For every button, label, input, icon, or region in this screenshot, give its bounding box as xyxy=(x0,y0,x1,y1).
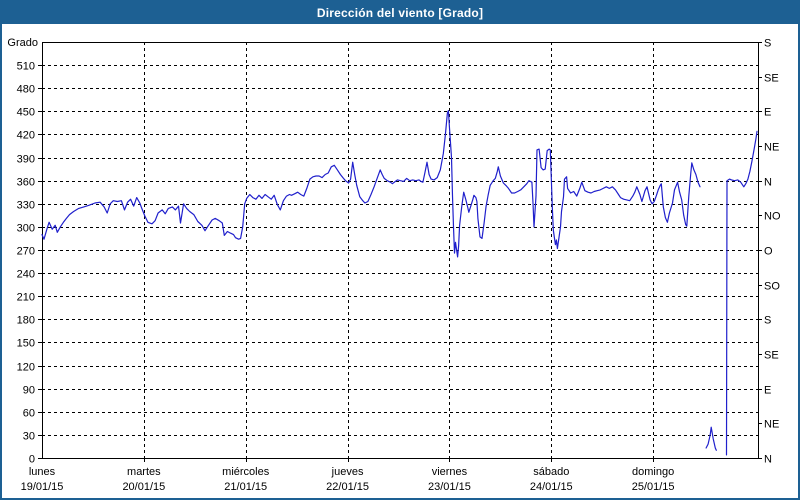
y-right-tick-label: N xyxy=(764,177,772,189)
y-left-tick-label: 180 xyxy=(17,315,35,327)
y-right-tick-label: NE xyxy=(764,142,779,154)
y-left-tick-label: 90 xyxy=(23,385,35,397)
chart-title-bar: Dirección del viento [Grado] xyxy=(2,2,798,24)
y-left-tick-label: 30 xyxy=(23,431,35,443)
series-line-wind-direction-degrees xyxy=(705,426,717,451)
y-right-tick-label: SE xyxy=(764,73,779,85)
y-right-tick-label: N xyxy=(764,454,772,466)
y-right-tick-label: S xyxy=(764,315,771,327)
series-line-wind-direction-degrees xyxy=(725,130,758,456)
y-left-tick-label: 450 xyxy=(17,107,35,119)
x-day-name: martes xyxy=(127,466,161,478)
x-day-name: sábado xyxy=(533,466,569,478)
wind-direction-chart: 0 30 60 90 120 150 180 210 240 270 300 330 360 390 420… xyxy=(7,37,781,493)
y-left-tick-label: 0 xyxy=(29,454,35,466)
y-left-tick-label: 270 xyxy=(17,246,35,258)
y-left-tick-label: 60 xyxy=(23,408,35,420)
y-right-tick-label: E xyxy=(764,107,771,119)
y-left-tick-label: 150 xyxy=(17,338,35,350)
y-left-tick-label: 390 xyxy=(17,154,35,166)
y-right-tick-label: O xyxy=(764,246,773,258)
x-day-date: 19/01/15 xyxy=(21,481,64,493)
x-day-date: 25/01/15 xyxy=(632,481,675,493)
y-left-tick-label: 510 xyxy=(17,61,35,73)
y-axis-title: Grado xyxy=(7,37,38,49)
x-day-date: 22/01/15 xyxy=(326,481,369,493)
x-day-name: viernes xyxy=(432,466,468,478)
y-left-tick-label: 300 xyxy=(17,223,35,235)
y-left-tick-label: 120 xyxy=(17,362,35,374)
y-left-tick-label: 360 xyxy=(17,177,35,189)
x-day-date: 20/01/15 xyxy=(122,481,165,493)
y-left-tick-label: 330 xyxy=(17,200,35,212)
y-right-tick-label: SO xyxy=(764,281,780,293)
plot-border xyxy=(42,42,759,459)
x-day-name: domingo xyxy=(632,466,674,478)
y-right-tick-label: E xyxy=(764,385,771,397)
y-left-tick-label: 210 xyxy=(17,292,35,304)
y-right-tick-label: S xyxy=(764,38,771,50)
x-day-date: 21/01/15 xyxy=(224,481,267,493)
x-day-name: jueves xyxy=(331,466,364,478)
y-right-tick-label: NO xyxy=(764,211,781,223)
y-left-tick-label: 480 xyxy=(17,84,35,96)
x-day-date: 23/01/15 xyxy=(428,481,471,493)
y-left-tick-label: 240 xyxy=(17,269,35,281)
x-day-date: 24/01/15 xyxy=(530,481,573,493)
x-day-name: lunes xyxy=(29,466,56,478)
y-left-tick-label: 420 xyxy=(17,130,35,142)
chart-plot-area: 0 30 60 90 120 150 180 210 240 270 300 330 360 390 420… xyxy=(2,24,798,498)
x-day-name: miércoles xyxy=(222,466,270,478)
chart-title: Dirección del viento [Grado] xyxy=(316,6,484,20)
y-right-tick-label: NE xyxy=(764,419,779,431)
series-line-wind-direction-degrees xyxy=(41,109,701,258)
y-right-tick-label: SE xyxy=(764,350,779,362)
